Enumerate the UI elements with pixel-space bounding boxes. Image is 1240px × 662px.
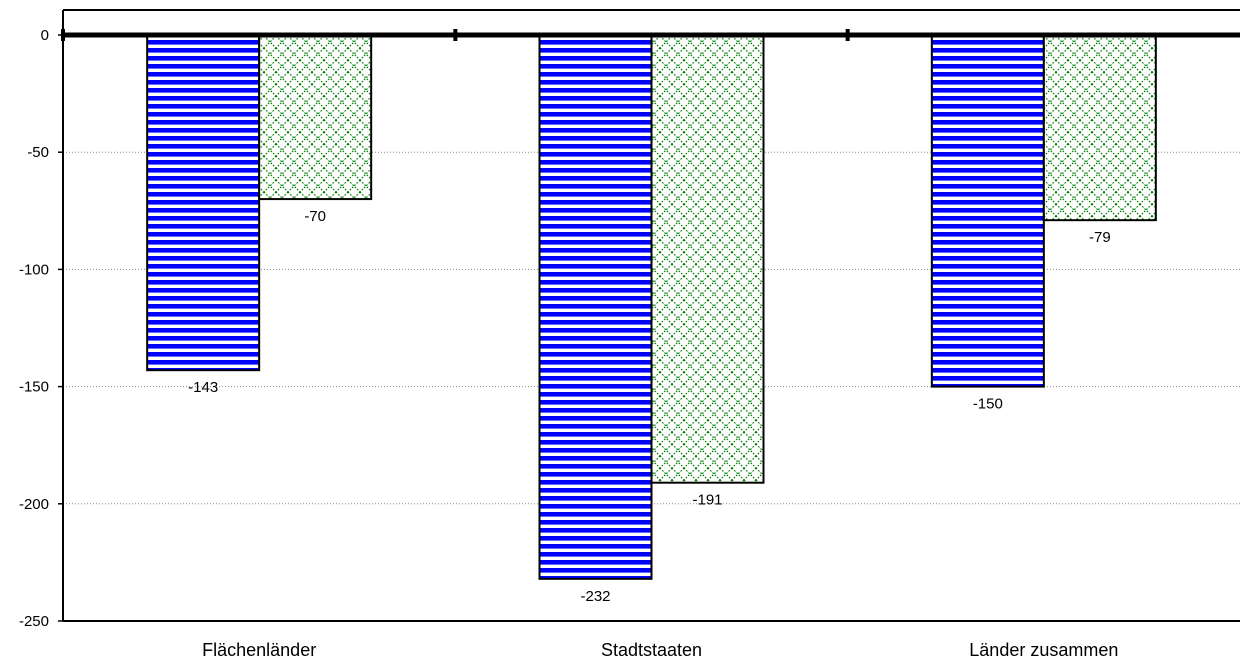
data-label: -79 [1089,229,1111,246]
category-label: Länder zusammen [969,640,1118,660]
y-tick-label: -200 [19,496,49,513]
data-label: -150 [973,396,1003,413]
category-label: Stadtstaaten [601,640,702,660]
bars [146,34,1157,580]
data-label: -191 [692,492,722,509]
labels: 0 -50 -100 -150 -200 -250 -143 -70 Flächenländer… [19,27,1118,660]
data-label: -70 [304,208,326,225]
data-label: -232 [580,588,610,605]
y-tick-label: 0 [41,27,49,44]
bar [258,34,373,201]
category-label: Flächenländer [202,640,316,660]
bar [930,34,1045,388]
y-tick-label: -100 [19,261,49,278]
y-tick-label: -250 [19,613,49,630]
bar [538,34,653,580]
bar [1042,34,1157,222]
data-label: -143 [188,379,218,396]
bar [146,34,261,372]
y-tick-label: -50 [27,144,49,161]
bar [650,34,765,484]
y-tick-label: -150 [19,379,49,396]
axes [58,9,1240,622]
